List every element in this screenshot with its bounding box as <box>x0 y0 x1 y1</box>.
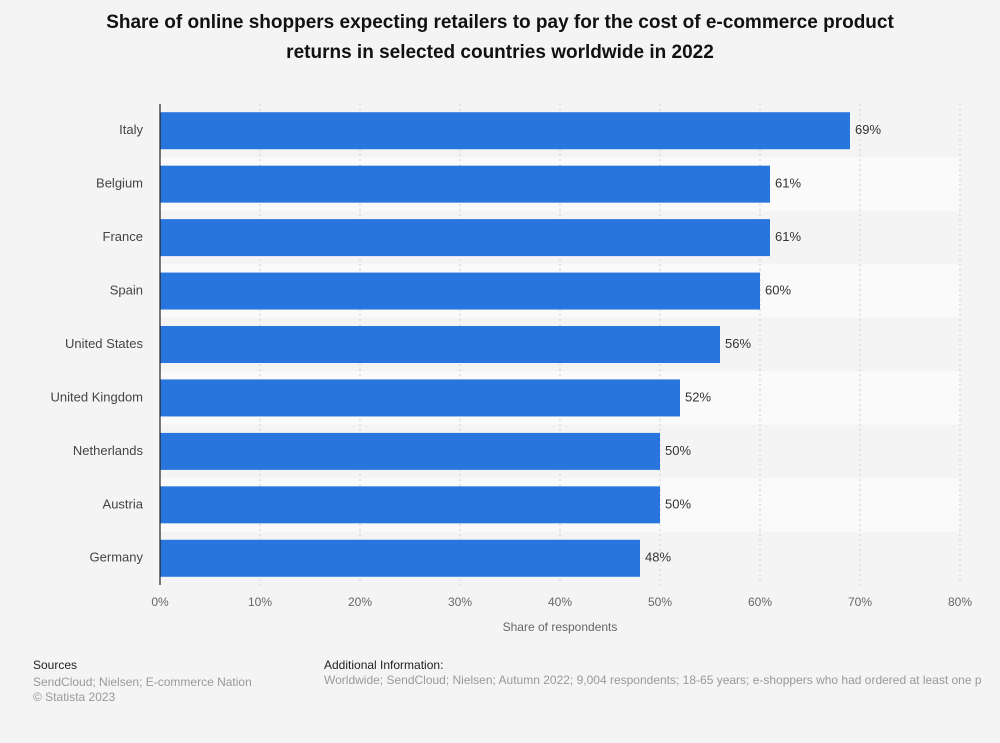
sources: SendCloud; Nielsen; E-commerce Nation <box>33 675 252 689</box>
x-tick-label: 70% <box>848 595 872 609</box>
value-label: 48% <box>645 550 671 565</box>
y-tick-label: Belgium <box>96 176 143 191</box>
value-label: 52% <box>685 389 711 404</box>
chart-title: Share of online shoppers expecting retai… <box>106 12 894 63</box>
x-tick-label: 0% <box>151 595 169 609</box>
bar <box>160 432 660 470</box>
x-tick-label: 60% <box>748 595 772 609</box>
x-tick-label: 30% <box>448 595 472 609</box>
x-tick-label: 40% <box>548 595 572 609</box>
value-label: 56% <box>725 336 751 351</box>
value-label: 60% <box>765 282 791 297</box>
bar <box>160 539 640 577</box>
bar <box>160 165 770 203</box>
value-label: 69% <box>855 122 881 137</box>
y-tick-label: France <box>103 229 143 244</box>
info: Worldwide; SendCloud; Nielsen; Autumn 20… <box>324 673 982 687</box>
bar <box>160 379 680 417</box>
y-tick-label: United Kingdom <box>51 389 144 404</box>
bar <box>160 486 660 524</box>
value-label: 61% <box>775 229 801 244</box>
x-tick-label: 80% <box>948 595 972 609</box>
y-tick-label: Netherlands <box>73 443 144 458</box>
y-tick-label: Spain <box>110 282 143 297</box>
x-axis-label: Share of respondents <box>503 620 618 634</box>
bar <box>160 272 760 310</box>
y-tick-label: Austria <box>103 496 144 511</box>
additional-info: Additional Information: Worldwide; SendC… <box>324 658 1000 688</box>
y-tick-label: United States <box>65 336 144 351</box>
x-tick-label: 20% <box>348 595 372 609</box>
info-title: Additional Information: <box>324 658 444 672</box>
value-label: 50% <box>665 496 691 511</box>
copyright: © Statista 2023 <box>33 690 116 704</box>
sources-title: Sources <box>33 658 78 672</box>
chart: 0% 10% 20% 30% 40% 50% 60% 70% 80% Share of respo… <box>51 104 972 634</box>
x-tick-label: 50% <box>648 595 672 609</box>
y-tick-label: Italy <box>119 122 143 137</box>
bar <box>160 112 850 150</box>
value-label: 50% <box>665 443 691 458</box>
bar <box>160 219 770 257</box>
bar <box>160 326 720 363</box>
x-tick-label: 10% <box>248 595 272 609</box>
y-tick-label: Germany <box>90 550 144 565</box>
value-label: 61% <box>775 176 801 191</box>
